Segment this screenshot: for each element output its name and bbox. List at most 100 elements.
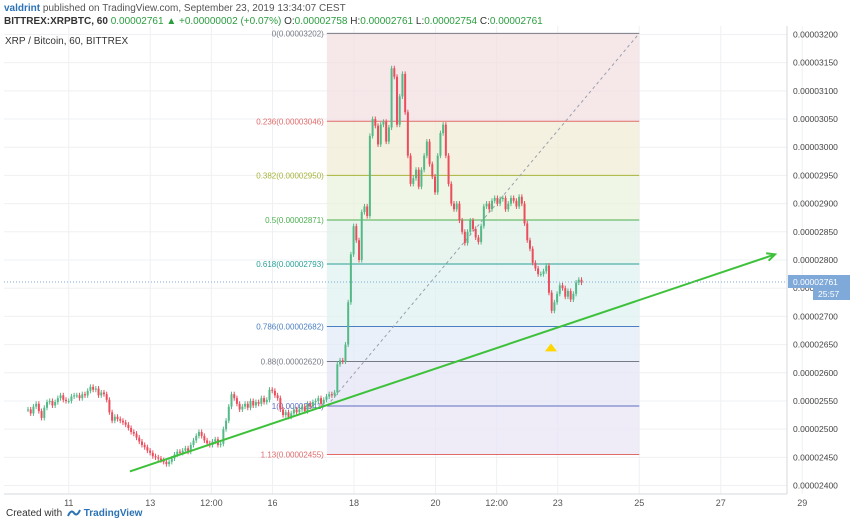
x-tick-label: 25 (634, 498, 644, 506)
candle-body (45, 402, 48, 408)
author-name[interactable]: valdrint (4, 3, 41, 14)
trendline (129, 253, 776, 473)
candle-body (157, 457, 160, 459)
publish-line: valdrint published on TradingView.com, S… (4, 2, 784, 15)
candle-body (466, 231, 469, 244)
candle-body (447, 155, 450, 184)
y-tick-label: 0.00002800 (793, 255, 838, 265)
candle-body (393, 68, 396, 77)
candle-body (320, 398, 323, 404)
fib-level-label: 0.382(0.00002950) (256, 171, 324, 180)
candle-body (138, 437, 141, 442)
axes: 11 13 12:00 16 18 20 12:00 23 25 27 29 0.00003200 0.… (4, 26, 850, 506)
fib-zone (326, 33, 640, 122)
candle-body (550, 292, 553, 311)
candle-body (452, 203, 455, 210)
y-tick-label: 0.00002500 (793, 424, 838, 434)
fib-level-label: 0.786(0.00002682) (256, 323, 324, 332)
tradingview-brand[interactable]: TradingView (83, 508, 143, 519)
candle-body (59, 395, 62, 399)
candle-body (515, 200, 518, 207)
candle-body (526, 223, 529, 241)
candle-body (83, 394, 86, 396)
candle-body (246, 403, 249, 408)
y-tick-label: 0.00002900 (793, 199, 838, 209)
candle-body (279, 398, 282, 410)
candle-body (477, 237, 480, 242)
fib-level-label: 0.618(0.00002793) (256, 260, 324, 269)
candle-body (108, 399, 111, 413)
candle-body (301, 406, 304, 410)
candle-body (444, 124, 447, 156)
candle-body (330, 394, 333, 396)
candle-body (474, 228, 477, 238)
footer: Created with TradingView (6, 508, 142, 519)
candle-body (504, 197, 507, 210)
candle-body (233, 394, 236, 399)
candle-body (195, 435, 198, 441)
candle-body (35, 403, 38, 407)
ohlc-line: BITTREX:XRPBTC, 60 0.00002761 ▲ +0.00000… (4, 15, 784, 28)
candle-body (545, 265, 548, 272)
fib-retracement[interactable]: 0(0.00003202) 0.236(0.00003046) 0.382(0.00… (256, 29, 640, 460)
candle-body (580, 279, 583, 283)
candle-body (230, 394, 233, 407)
candle-body (396, 76, 399, 125)
candle-body (51, 400, 54, 406)
countdown-label: 25:57 (818, 289, 840, 299)
candle-body (531, 248, 534, 263)
candle-body (252, 400, 255, 406)
candle-body (206, 440, 209, 444)
candle-body (436, 155, 439, 193)
candle-body (86, 390, 89, 396)
candle-body (257, 402, 260, 404)
candle-body (404, 73, 407, 113)
candle-body (192, 440, 195, 445)
y-tick-label: 0.00003100 (793, 86, 838, 96)
candle-body (347, 302, 350, 345)
candle-body (512, 197, 515, 201)
y-tick-label: 0.00002600 (793, 368, 838, 378)
candle-body (325, 396, 328, 400)
candle-body (189, 444, 192, 452)
fib-level-label: 0.88(0.00002620) (261, 357, 325, 366)
candle-body (569, 291, 572, 300)
close-value: 0.00002761 (489, 16, 543, 27)
countdown-tag (813, 287, 850, 300)
candle-body (379, 124, 382, 145)
price-chart[interactable]: 0(0.00003202) 0.236(0.00003046) 0.382(0.00… (0, 26, 850, 506)
candle-body (482, 206, 485, 227)
open-label: O: (284, 16, 295, 27)
fib-level-label: 0.236(0.00003046) (256, 117, 324, 126)
candle-body (249, 400, 252, 408)
fib-zone (326, 361, 640, 407)
candle-body (200, 431, 203, 436)
candle-body (271, 389, 274, 391)
candle-body (561, 285, 564, 289)
candle-body (168, 461, 171, 465)
symbol-ticker: BITTREX:XRPBTC, 60 (4, 16, 108, 27)
candle-body (425, 141, 428, 156)
candle-body (219, 443, 222, 445)
candle-body (260, 398, 263, 404)
candle-body (290, 413, 293, 417)
candle-body (501, 197, 504, 200)
y-tick-label: 0.00002950 (793, 170, 838, 180)
candle-body (534, 262, 537, 269)
candle-body (431, 164, 434, 177)
candle-body (480, 226, 483, 242)
candle-body (564, 288, 567, 297)
candle-body (458, 203, 461, 221)
candle-body (116, 416, 119, 420)
candle-body (92, 386, 95, 390)
trendline-arrowhead (766, 252, 778, 262)
candle-body (225, 420, 228, 430)
candle-body (32, 406, 35, 414)
candle-body (197, 431, 200, 436)
y-tick-label: 0.00003000 (793, 142, 838, 152)
candle-body (135, 433, 138, 438)
price-change: ▲ +0.00000002 (+0.07%) (166, 16, 282, 27)
y-tick-label: 0.00002650 (793, 340, 838, 350)
candle-body (355, 226, 358, 241)
candle-body (339, 360, 342, 365)
